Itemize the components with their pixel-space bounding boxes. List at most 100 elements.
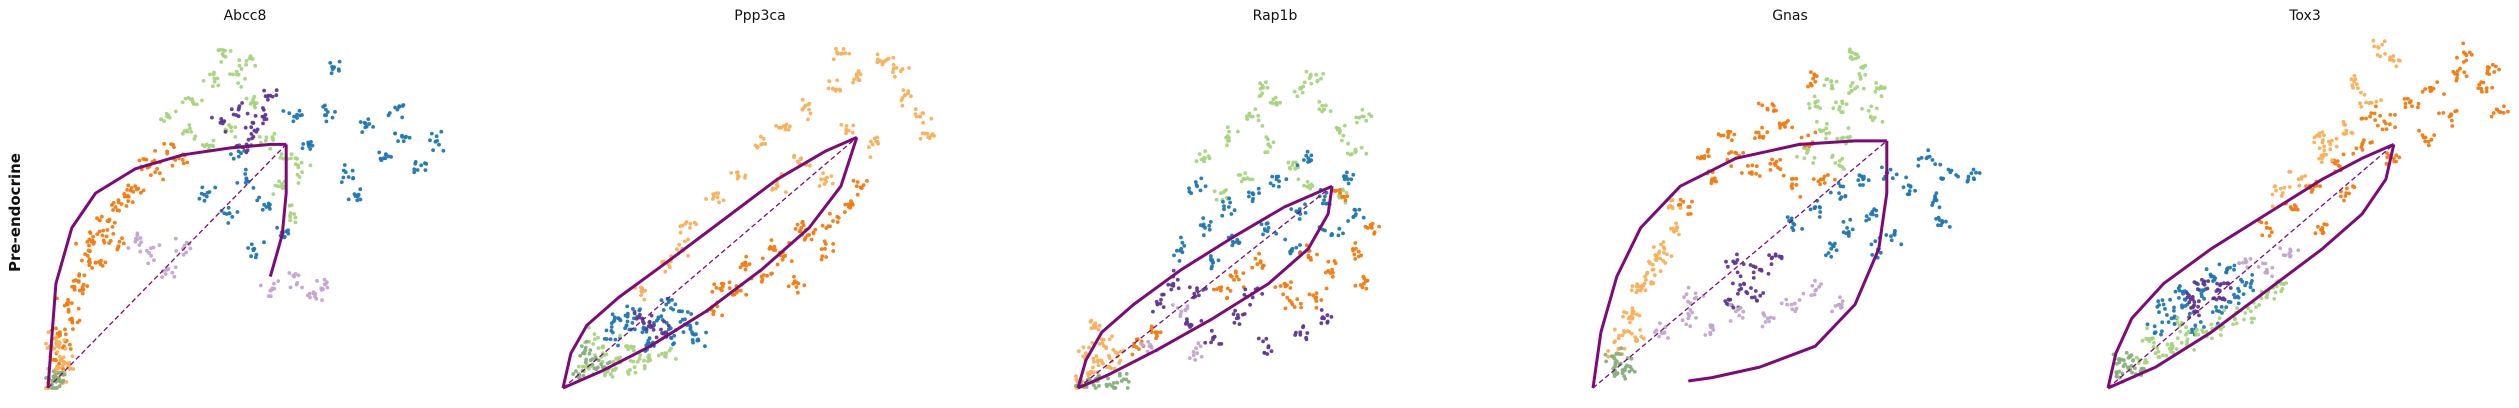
scatter-point: [642, 366, 647, 371]
scatter-point: [1274, 231, 1279, 236]
scatter-point: [294, 282, 299, 287]
scatter-point: [1353, 283, 1358, 288]
scatter-point: [592, 366, 597, 371]
scatter-point: [230, 215, 235, 219]
scatter-point: [1211, 260, 1215, 265]
scatter-point: [2417, 128, 2421, 133]
fit-curve-lower: [268, 144, 288, 278]
scatter-point: [1813, 79, 1818, 84]
scatter-point: [386, 113, 391, 118]
scatter-point: [119, 202, 124, 206]
scatter-point: [1703, 333, 1708, 337]
scatter-point: [1187, 189, 1192, 194]
scatter-point: [1680, 318, 1685, 323]
scatter-point: [2209, 322, 2214, 327]
scatter-point: [1077, 349, 1081, 354]
scatter-point: [2312, 140, 2317, 145]
scatter-point: [760, 256, 765, 261]
scatter-point: [1628, 365, 1633, 369]
scatter-point: [239, 67, 244, 71]
scatter-point: [57, 377, 62, 382]
scatter-point: [2352, 74, 2357, 78]
scatter-point: [668, 326, 673, 331]
scatter-point: [146, 261, 151, 266]
scatter-point: [2156, 354, 2161, 359]
scatter-point: [91, 234, 95, 239]
scatter-point: [907, 66, 911, 70]
scatter-point: [135, 233, 140, 238]
scatter-point: [2359, 145, 2364, 149]
scatter-point: [400, 104, 405, 108]
scatter-point: [2194, 333, 2199, 337]
scatter-point: [712, 282, 717, 287]
scatter-point: [1614, 352, 1619, 356]
scatter-point: [233, 125, 238, 129]
scatter-point: [1933, 194, 1937, 198]
scatter-point: [638, 312, 642, 317]
scatter-point: [1770, 255, 1775, 260]
scatter-point: [1688, 324, 1693, 329]
scatter-point: [1361, 274, 1366, 279]
scatter-point: [831, 86, 835, 91]
scatter-point: [694, 321, 699, 326]
scatter-point: [1104, 346, 1108, 351]
scatter-point: [1295, 94, 1300, 99]
scatter-point: [274, 93, 279, 98]
scatter-point: [691, 340, 695, 345]
scatter-point: [1765, 130, 1770, 135]
panel-title-rap1b: Rap1b: [1253, 8, 1298, 24]
scatter-point: [666, 262, 671, 267]
scatter-point: [1855, 85, 1860, 89]
scatter-point: [2236, 301, 2241, 306]
scatter-point: [1907, 189, 1912, 193]
scatter-point: [2485, 65, 2490, 69]
scatter-point: [396, 139, 400, 144]
scatter-point: [1653, 330, 1657, 334]
scatter-point: [2333, 161, 2338, 166]
scatter-point: [1669, 226, 1673, 231]
scatter-point: [869, 139, 873, 144]
scatter-point: [821, 171, 825, 176]
scatter-point: [591, 342, 596, 346]
scatter-point: [2378, 113, 2383, 118]
scatter-point: [1245, 117, 1250, 121]
scatter-point: [1790, 125, 1795, 130]
scatter-point: [1934, 217, 1938, 221]
scatter-point: [2257, 303, 2262, 307]
scatter-point: [2220, 311, 2224, 315]
scatter-point: [1831, 106, 1836, 111]
scatter-point: [2151, 345, 2156, 349]
scatter-point: [1283, 237, 1288, 242]
scatter-point: [346, 197, 351, 202]
scatter-point: [1771, 104, 1776, 108]
scatter-point: [1335, 126, 1340, 131]
scatter-point: [2200, 328, 2205, 333]
scatter-point: [1298, 85, 1303, 90]
scatter-point: [800, 97, 805, 102]
scatter-point: [831, 57, 836, 62]
scatter-point: [1856, 178, 1861, 183]
scatter-point: [2163, 307, 2167, 311]
scatter-point: [631, 307, 635, 311]
scatter-point: [1799, 135, 1804, 140]
scatter-point: [222, 211, 227, 216]
scatter-point: [2354, 146, 2359, 151]
scatter-point: [1314, 72, 1319, 77]
scatter-point: [2393, 113, 2397, 117]
scatter-point: [796, 281, 801, 286]
scatter-point: [165, 113, 170, 118]
scatter-point: [1733, 150, 1738, 155]
scatter-point: [1817, 215, 1822, 219]
scatter-point: [269, 287, 274, 292]
scatter-point: [1661, 245, 1666, 250]
scatter-point: [137, 158, 142, 163]
scatter-point: [2364, 100, 2369, 105]
scatter-point: [1361, 215, 1366, 220]
scatter-point: [1343, 198, 1348, 203]
scatter-point: [826, 86, 831, 91]
scatter-point: [610, 312, 615, 317]
scatter-point: [642, 358, 646, 363]
scatter-point: [1867, 217, 1871, 222]
scatter-point: [1937, 205, 1942, 210]
